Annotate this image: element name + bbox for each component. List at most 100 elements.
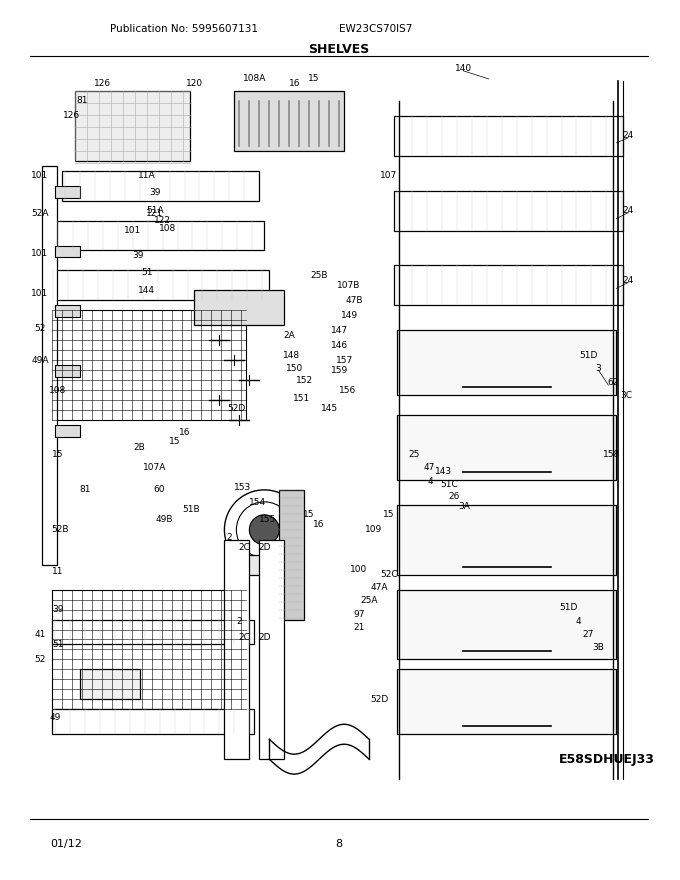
Bar xyxy=(259,539,284,759)
FancyBboxPatch shape xyxy=(62,171,259,201)
Text: 107B: 107B xyxy=(337,281,361,290)
Text: 2C: 2C xyxy=(239,633,250,642)
Text: 81: 81 xyxy=(79,486,90,495)
Text: 26: 26 xyxy=(448,492,460,502)
Text: 16: 16 xyxy=(313,520,325,529)
Text: 49: 49 xyxy=(49,713,61,722)
Text: 52: 52 xyxy=(34,324,46,333)
Text: 108: 108 xyxy=(159,224,176,233)
Text: 2D: 2D xyxy=(258,633,271,642)
Text: 122: 122 xyxy=(154,216,171,225)
Text: 47B: 47B xyxy=(345,296,363,304)
Text: 25B: 25B xyxy=(310,271,328,280)
FancyBboxPatch shape xyxy=(55,221,265,251)
Text: 52D: 52D xyxy=(370,695,388,704)
Text: 101: 101 xyxy=(124,226,141,235)
Text: 24: 24 xyxy=(623,131,634,140)
FancyBboxPatch shape xyxy=(50,270,269,300)
Text: 107A: 107A xyxy=(143,464,167,473)
FancyBboxPatch shape xyxy=(394,266,624,305)
Text: 15: 15 xyxy=(384,510,394,519)
Text: 152: 152 xyxy=(296,376,313,385)
Text: 121: 121 xyxy=(146,209,163,218)
Bar xyxy=(42,165,57,565)
Text: 52B: 52B xyxy=(51,525,69,534)
Text: 49A: 49A xyxy=(31,356,49,364)
Text: 126: 126 xyxy=(63,112,80,121)
Text: 2D: 2D xyxy=(258,543,271,553)
Text: 81: 81 xyxy=(76,97,88,106)
Text: 107: 107 xyxy=(380,172,398,180)
FancyBboxPatch shape xyxy=(394,116,624,156)
Text: 150: 150 xyxy=(286,363,303,373)
Text: 153: 153 xyxy=(234,483,251,493)
Text: 25A: 25A xyxy=(360,596,378,605)
FancyBboxPatch shape xyxy=(52,620,254,644)
Text: 2: 2 xyxy=(237,617,242,626)
Bar xyxy=(55,246,80,258)
Text: 4: 4 xyxy=(576,617,581,626)
Text: 126: 126 xyxy=(94,79,112,88)
Text: 11: 11 xyxy=(52,567,64,576)
Bar xyxy=(80,670,139,700)
Text: 15: 15 xyxy=(303,510,315,519)
Bar xyxy=(229,554,299,575)
FancyBboxPatch shape xyxy=(194,290,284,326)
Bar xyxy=(55,365,80,378)
FancyBboxPatch shape xyxy=(397,505,616,575)
Text: 01/12: 01/12 xyxy=(50,839,82,849)
Text: 108A: 108A xyxy=(243,75,266,84)
Text: 3C: 3C xyxy=(620,391,632,400)
Text: 101: 101 xyxy=(31,289,48,298)
Text: EW23CS70IS7: EW23CS70IS7 xyxy=(339,24,413,34)
Text: 51C: 51C xyxy=(440,480,458,489)
Text: 51: 51 xyxy=(52,640,64,649)
Text: 158: 158 xyxy=(602,451,620,459)
Text: 3: 3 xyxy=(596,363,601,373)
FancyBboxPatch shape xyxy=(75,91,190,161)
Text: 2A: 2A xyxy=(284,331,295,340)
FancyBboxPatch shape xyxy=(235,91,344,150)
Text: 3B: 3B xyxy=(592,643,605,652)
Text: 143: 143 xyxy=(435,467,452,476)
Bar xyxy=(55,425,80,437)
Circle shape xyxy=(250,515,279,545)
Text: 47: 47 xyxy=(423,464,435,473)
Text: 52A: 52A xyxy=(31,209,49,218)
Text: 15: 15 xyxy=(169,437,180,446)
Text: 149: 149 xyxy=(341,311,358,319)
Text: 151: 151 xyxy=(292,393,310,403)
Text: 24: 24 xyxy=(623,276,634,285)
Text: 62: 62 xyxy=(608,378,619,386)
Text: 15: 15 xyxy=(309,75,320,84)
Text: 97: 97 xyxy=(354,610,364,619)
Text: 51D: 51D xyxy=(560,603,578,612)
Text: 24: 24 xyxy=(623,206,634,215)
Text: 4: 4 xyxy=(428,477,434,487)
Text: 41: 41 xyxy=(34,630,46,639)
Text: 49B: 49B xyxy=(156,516,173,524)
FancyBboxPatch shape xyxy=(397,330,616,395)
FancyBboxPatch shape xyxy=(397,670,616,734)
Text: 154: 154 xyxy=(249,498,266,508)
Text: 27: 27 xyxy=(583,630,594,639)
Text: 16: 16 xyxy=(288,79,300,88)
Text: 39: 39 xyxy=(52,605,64,614)
Text: 15: 15 xyxy=(52,451,64,459)
Text: 120: 120 xyxy=(186,79,203,88)
Text: 155: 155 xyxy=(258,516,276,524)
Text: 8: 8 xyxy=(335,839,343,849)
Text: 39: 39 xyxy=(149,188,160,197)
Text: 47A: 47A xyxy=(370,583,388,592)
Bar xyxy=(55,305,80,318)
Text: 145: 145 xyxy=(320,404,338,413)
Text: 2C: 2C xyxy=(239,543,250,553)
Text: 2B: 2B xyxy=(134,444,146,452)
Text: 157: 157 xyxy=(335,356,353,364)
FancyBboxPatch shape xyxy=(52,709,254,734)
Text: 146: 146 xyxy=(330,341,347,349)
Bar xyxy=(224,539,250,759)
Text: 11A: 11A xyxy=(138,172,156,180)
FancyBboxPatch shape xyxy=(394,191,624,231)
Text: 109: 109 xyxy=(365,525,383,534)
